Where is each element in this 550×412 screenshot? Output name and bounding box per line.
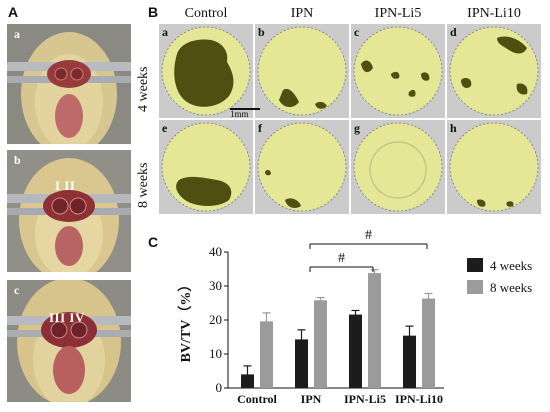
photo-tag: c bbox=[14, 283, 20, 297]
bar bbox=[368, 273, 381, 388]
column-header: Control bbox=[184, 6, 228, 21]
column-header: IPN bbox=[290, 6, 314, 21]
bar bbox=[403, 335, 416, 388]
x-tick-label: IPN-Li5 bbox=[344, 392, 386, 406]
x-tick-label: IPN-Li10 bbox=[395, 392, 443, 406]
column-header: IPN-Li10 bbox=[467, 6, 521, 21]
micro-ct-tag: g bbox=[354, 121, 360, 135]
panel-letter-b: B bbox=[148, 4, 159, 20]
y-axis-label: BV/TV（%） bbox=[178, 278, 194, 363]
surgery-photo-a: a bbox=[7, 24, 131, 144]
y-tick-label: 30 bbox=[209, 278, 222, 293]
micro-ct-tag: h bbox=[450, 121, 457, 135]
legend-label: 8 weeks bbox=[490, 280, 532, 295]
panel-letter-c: C bbox=[148, 234, 159, 250]
micro-ct-image: b bbox=[255, 24, 349, 118]
defect-site-label: I II bbox=[55, 178, 76, 193]
defect-site-label: III IV bbox=[49, 310, 85, 325]
micro-ct-tag: d bbox=[450, 25, 457, 39]
x-tick-label: IPN bbox=[301, 392, 322, 406]
column-header: IPN-Li5 bbox=[374, 6, 422, 21]
y-tick-label: 40 bbox=[209, 244, 222, 259]
panel-letter-a: A bbox=[8, 4, 19, 20]
photo-tag: b bbox=[14, 153, 21, 167]
bar bbox=[422, 298, 435, 388]
bar bbox=[314, 300, 327, 388]
micro-ct-image: c bbox=[351, 24, 445, 118]
micro-ct-image: e bbox=[159, 120, 253, 214]
significance-marker: # bbox=[338, 251, 345, 266]
y-tick-label: 20 bbox=[209, 312, 222, 327]
surgery-photo-c: c III IV bbox=[7, 280, 131, 402]
bar bbox=[295, 339, 308, 388]
micro-ct-image: g bbox=[351, 120, 445, 214]
y-tick-label: 0 bbox=[216, 380, 223, 395]
micro-ct-tag: b bbox=[258, 25, 265, 39]
micro-ct-image: d bbox=[447, 24, 541, 118]
significance-marker: # bbox=[365, 228, 372, 243]
micro-ct-image: h bbox=[447, 120, 541, 214]
x-tick-label: Control bbox=[237, 392, 277, 406]
micro-ct-tag: e bbox=[162, 121, 168, 135]
photo-tag: a bbox=[14, 27, 20, 41]
surgery-photo-b: b I II bbox=[7, 150, 131, 272]
micro-ct-image: f bbox=[255, 120, 349, 214]
bar bbox=[260, 321, 273, 388]
bar bbox=[349, 314, 362, 388]
micro-ct-image: a bbox=[159, 24, 253, 118]
legend-swatch bbox=[467, 258, 483, 272]
micro-ct-tag: f bbox=[258, 121, 262, 135]
micro-ct-tag: c bbox=[354, 25, 360, 39]
legend-swatch bbox=[467, 280, 483, 294]
legend-label: 4 weeks bbox=[490, 258, 532, 273]
y-tick-label: 10 bbox=[209, 346, 222, 361]
scale-bar bbox=[230, 108, 260, 110]
micro-ct-tag: a bbox=[162, 25, 168, 39]
scale-bar-label: 1mm bbox=[230, 109, 249, 119]
